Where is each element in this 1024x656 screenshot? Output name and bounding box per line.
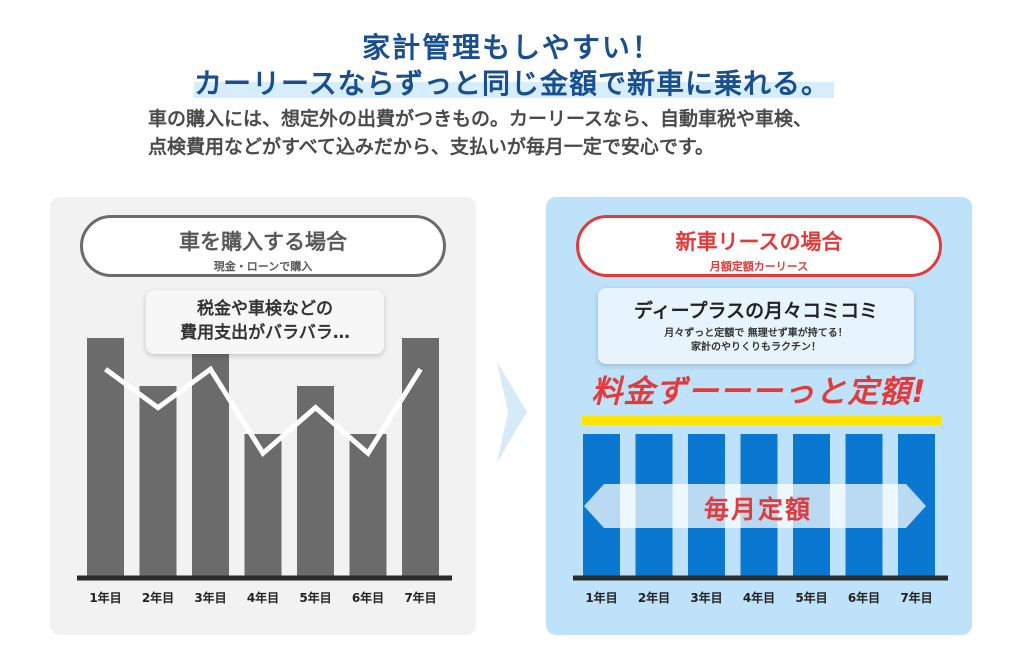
lease-note-title: ディープラスの月々コミコミ [633, 300, 879, 322]
purchase-cost-trend-line [104, 365, 423, 458]
lease-year-label: 7年目 [900, 590, 932, 605]
purchase-title-pill: 車を購入する場合 現金・ローンで購入 [80, 215, 446, 277]
lease-year-label: 2年目 [638, 590, 670, 605]
chevron-right-icon [497, 362, 527, 462]
purchase-year-label: 6年目 [352, 590, 384, 605]
purchase-note: 税金や車検などの 費用支出がバラバラ… [146, 290, 384, 354]
lease-year-label: 3年目 [690, 590, 722, 605]
purchase-bar-5 [297, 386, 334, 578]
intro-line-2: 点検費用などがすべて込みだから、支払いが毎月一定で安心です。 [148, 136, 715, 158]
lease-cost-chart: 1年目 2年目 3年目 4年目 5年目 6年目 7年目 [573, 434, 948, 605]
fixed-rate-headline: 料金ずーーーっと定額! [591, 374, 927, 410]
lease-year-label: 5年目 [795, 590, 827, 605]
purchase-bar-4 [244, 434, 282, 578]
purchase-bar-3 [192, 338, 229, 578]
lease-year-label: 1年目 [585, 590, 617, 605]
purchase-bar-6 [349, 434, 387, 578]
purchase-note-line-1: 税金や車検などの [197, 299, 333, 319]
purchase-year-label: 3年目 [194, 590, 226, 605]
double-arrow-icon [584, 484, 926, 528]
lease-year-label: 4年目 [743, 590, 775, 605]
lease-title: 新車リースの場合 [675, 230, 843, 254]
lease-subtitle: 月額定額カーリース [709, 260, 809, 273]
purchase-year-label: 2年目 [142, 590, 174, 605]
purchase-year-label: 4年目 [247, 590, 279, 605]
purchase-bar-1 [87, 338, 124, 578]
lease-note-line-1: 月々ずっと定額で 無理せず車が持てる！ [664, 328, 848, 339]
teiga-highlight [582, 416, 942, 425]
purchase-title: 車を購入する場合 [179, 230, 347, 254]
monthly-fixed-label: 毎月定額 [703, 495, 812, 524]
lease-note-line-2: 家計のやりくりもラクチン！ [691, 342, 821, 353]
lease-note: ディープラスの月々コミコミ 月々ずっと定額で 無理せず車が持てる！ 家計のやりく… [598, 288, 914, 364]
purchase-cost-chart: 1年目 2年目 3年目 4年目 5年目 6年目 7年目 [77, 338, 452, 605]
purchase-bar-2 [139, 386, 177, 578]
headline-line-1: 家計管理もしやすい！ [362, 31, 662, 64]
headline-line-2: カーリースならずっと同じ金額で新車に乗れる。 [193, 67, 831, 100]
purchase-subtitle: 現金・ローンで購入 [213, 260, 313, 273]
lease-year-label: 6年目 [848, 590, 880, 605]
purchase-year-label: 7年目 [404, 590, 436, 605]
purchase-year-label: 5年目 [299, 590, 331, 605]
headline-highlight [194, 82, 834, 98]
purchase-note-line-2: 費用支出がバラバラ… [180, 323, 350, 343]
purchase-bar-7 [402, 338, 439, 578]
intro-line-1: 車の購入には、想定外の出費がつきもの。カーリースなら、自動車税や車検、 [148, 108, 813, 130]
purchase-year-label: 1年目 [89, 590, 121, 605]
lease-title-pill: 新車リースの場合 月額定額カーリース [576, 215, 942, 277]
